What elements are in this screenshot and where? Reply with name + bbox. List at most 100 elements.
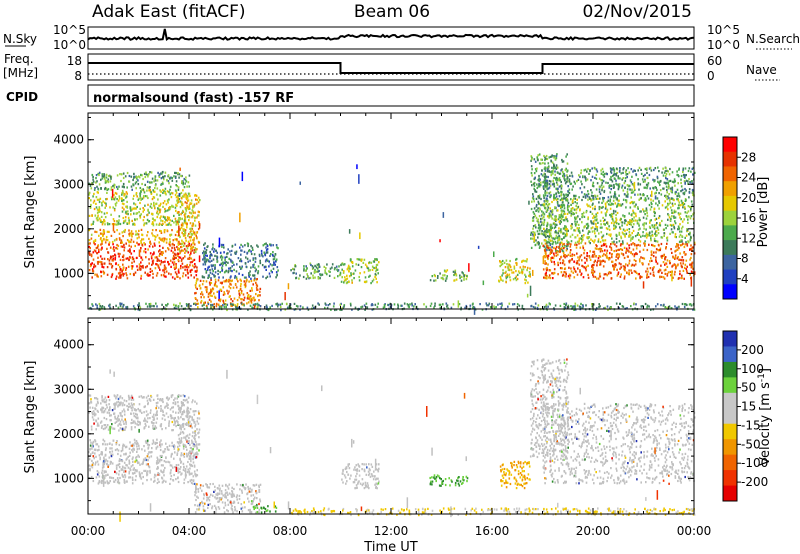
data-cell	[591, 268, 593, 271]
data-cell	[586, 195, 589, 198]
data-cell	[571, 254, 573, 257]
data-cell	[642, 248, 645, 251]
data-cell	[221, 245, 223, 248]
data-cell	[507, 305, 509, 308]
data-cell	[186, 185, 188, 188]
data-cell	[573, 229, 575, 232]
data-cell	[100, 243, 102, 246]
data-cell	[154, 238, 156, 241]
data-cell	[690, 200, 693, 203]
data-cell	[170, 233, 173, 236]
data-cell	[323, 265, 326, 268]
data-cell	[94, 250, 97, 253]
data-cell	[147, 174, 149, 177]
data-cell	[573, 197, 575, 200]
data-cell	[231, 261, 234, 264]
data-cell	[490, 306, 492, 309]
data-cell	[198, 214, 200, 217]
data-cell	[674, 184, 676, 187]
data-cell	[343, 304, 346, 307]
data-cell	[660, 304, 662, 307]
data-cell	[191, 227, 194, 230]
data-cell	[537, 159, 539, 162]
data-cell	[674, 233, 677, 236]
data-cell	[642, 193, 645, 196]
data-cell	[305, 265, 307, 268]
data-cell	[532, 211, 535, 214]
data-cell	[223, 292, 226, 296]
data-cell	[255, 283, 258, 286]
data-cell	[119, 305, 122, 308]
data-cell	[338, 265, 340, 268]
data-cell	[555, 176, 558, 179]
data-cell	[648, 243, 650, 246]
data-cell	[543, 218, 546, 221]
data-cell	[177, 219, 179, 222]
data-cell	[549, 277, 552, 280]
data-cell	[239, 287, 242, 291]
data-cell	[178, 249, 181, 252]
data-cell	[560, 218, 563, 221]
data-cell	[175, 273, 178, 276]
data-cell	[125, 195, 128, 198]
data-cell	[187, 234, 189, 237]
data-cell	[605, 252, 608, 255]
data-cell	[226, 255, 228, 258]
data-cell	[171, 276, 174, 279]
data-cell	[276, 266, 279, 269]
data-cell	[554, 170, 556, 173]
data-cell	[172, 258, 175, 261]
data-cell	[473, 306, 476, 315]
data-cell	[193, 251, 195, 254]
data-cell	[311, 265, 314, 268]
data-cell	[219, 305, 221, 308]
data-cell	[571, 226, 573, 229]
data-cell	[217, 269, 219, 272]
data-cell	[537, 232, 540, 236]
data-cell	[672, 211, 674, 214]
data-cell	[100, 275, 103, 278]
data-cell	[567, 244, 569, 247]
data-cell	[597, 197, 599, 200]
data-cell	[622, 228, 625, 231]
data-cell	[570, 243, 572, 246]
data-cell	[525, 275, 527, 278]
search-tick-top: 10^5	[707, 23, 740, 37]
data-cell	[184, 229, 187, 232]
data-cell	[547, 257, 549, 261]
data-cell	[371, 308, 374, 311]
data-cell	[368, 261, 371, 264]
data-cell	[599, 192, 602, 195]
data-cell	[96, 216, 99, 219]
data-cell	[466, 274, 468, 277]
data-cell	[329, 270, 331, 273]
data-cell	[630, 201, 633, 204]
data-cell	[247, 260, 249, 263]
data-cell	[611, 256, 613, 259]
data-cell	[615, 217, 617, 220]
data-cell	[185, 180, 188, 183]
data-cell	[230, 304, 232, 307]
data-cell	[685, 268, 688, 271]
data-cell	[690, 244, 692, 247]
data-cell	[128, 241, 130, 244]
data-cell	[651, 190, 653, 198]
data-cell	[153, 201, 155, 204]
data-cell	[317, 263, 320, 266]
data-cell	[685, 303, 688, 306]
data-cell	[609, 167, 612, 170]
data-cell	[252, 303, 255, 306]
data-cell	[117, 272, 120, 275]
data-cell	[126, 192, 128, 195]
data-cell	[376, 263, 379, 266]
data-cell	[187, 194, 189, 198]
data-cell	[580, 169, 583, 172]
data-cell	[155, 223, 158, 226]
data-cell	[594, 208, 596, 211]
data-cell	[162, 222, 164, 225]
data-cell	[546, 308, 548, 311]
data-cell	[559, 179, 562, 182]
data-cell	[114, 253, 116, 256]
data-cell	[506, 263, 508, 266]
data-cell	[210, 306, 212, 309]
